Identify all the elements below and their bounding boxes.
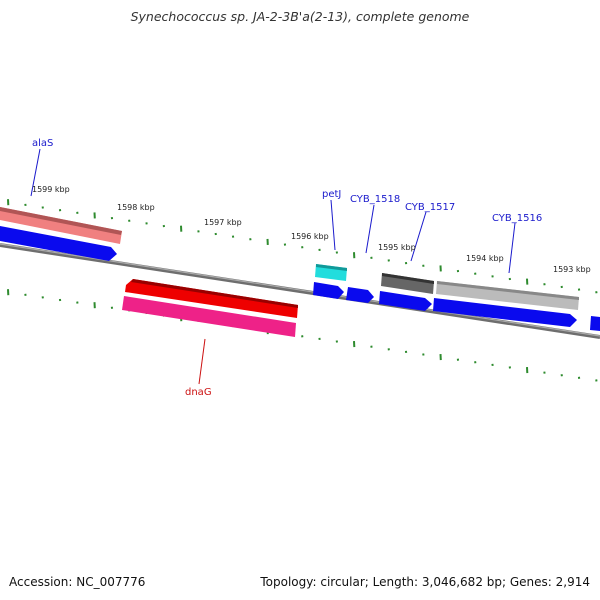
gene-alaS[interactable]	[0, 207, 122, 244]
genome-summary: Topology: circular; Length: 3,046,682 bp…	[260, 575, 590, 589]
gene-label-cyb1517[interactable]: CYB_1517	[405, 202, 455, 213]
cyb1516-leader	[508, 222, 516, 274]
petJ-rna-shade	[316, 264, 347, 271]
cyb1517-leader	[410, 211, 427, 262]
accession-label: Accession: NC_007776	[9, 575, 146, 589]
dnaG-gene-shade	[131, 279, 298, 308]
gene-label-alaS[interactable]: alaS	[32, 138, 53, 149]
kbp-label-1598: 1598 kbp	[117, 203, 155, 212]
alaS-cds-arrow[interactable]	[0, 226, 117, 261]
genome-title: Synechococcus sp. JA-2-3B'a(2-13), compl…	[130, 9, 470, 24]
cyb1516-cds-arrow[interactable]	[433, 298, 577, 327]
kbp-label-1597: 1597 kbp	[204, 218, 242, 227]
kbp-label-1599: 1599 kbp	[32, 185, 70, 194]
next-cds-arrow[interactable]	[590, 316, 600, 331]
dnaG-cds-bar[interactable]	[122, 296, 296, 337]
gene-label-petJ[interactable]: petJ	[322, 189, 341, 200]
dnaG-gene-bar[interactable]	[125, 279, 298, 318]
dnaG-leader	[198, 338, 206, 385]
cyb1518-leader	[365, 204, 375, 254]
kbp-label-1595: 1595 kbp	[378, 243, 416, 252]
cyb1517-cds-arrow[interactable]	[379, 291, 432, 311]
inner-tick-track	[7, 289, 598, 382]
cyb1516-gene-bar[interactable]	[436, 281, 579, 310]
cyb1517-gene-bar[interactable]	[381, 273, 434, 294]
cyb1518-cds-arrow[interactable]	[346, 287, 374, 303]
kbp-label-1594: 1594 kbp	[466, 254, 504, 263]
petJ-cds-arrow[interactable]	[313, 282, 344, 299]
cyb1516-gene-shade	[437, 281, 579, 300]
gene-label-dnaG[interactable]: dnaG	[185, 387, 212, 398]
alaS-leader	[30, 148, 41, 197]
petJ-leader	[330, 199, 336, 251]
alaS-feature-shade	[0, 207, 122, 235]
kbp-label-1593: 1593 kbp	[553, 265, 591, 274]
outer-tick-track	[7, 199, 598, 294]
gene-label-cyb1516[interactable]: CYB_1516	[492, 213, 542, 224]
kbp-label-1596: 1596 kbp	[291, 232, 329, 241]
gene-label-cyb1518[interactable]: CYB_1518	[350, 194, 400, 205]
genome-backbone	[0, 243, 600, 339]
cyb1517-gene-shade	[382, 273, 434, 284]
